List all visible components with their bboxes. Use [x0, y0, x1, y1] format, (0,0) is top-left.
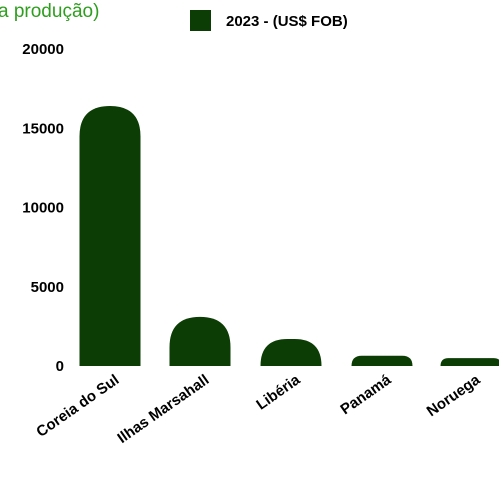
y-tick-label: 20000	[22, 41, 64, 58]
legend-swatch	[190, 10, 211, 31]
y-tick-label: 0	[56, 358, 64, 375]
y-tick-label: 10000	[22, 200, 64, 217]
x-tick-label: Ilhas Marsahall	[114, 371, 212, 447]
legend-label: 2023 - (US$ FOB)	[226, 13, 348, 30]
x-tick-label: Noruega	[424, 371, 484, 420]
x-tick-label: Coreia do Sul	[33, 371, 122, 440]
y-axis: 0 5000 10000 15000 20000	[22, 41, 64, 375]
chart-title-fragment: a produção)	[0, 1, 100, 22]
x-tick-label: Libéria	[253, 371, 304, 414]
legend: 2023 - (US$ FOB)	[190, 10, 348, 31]
bars	[79, 106, 499, 366]
bar-panam-	[351, 355, 413, 366]
x-tick-label: Panamá	[337, 371, 394, 418]
y-tick-label: 15000	[22, 120, 64, 137]
bar-noruega	[440, 358, 499, 366]
bar-lib-ria	[260, 339, 322, 366]
y-tick-label: 5000	[31, 279, 64, 296]
bar-ilhas-marsahall	[169, 316, 231, 366]
bar-coreia-do-sul	[79, 106, 141, 366]
